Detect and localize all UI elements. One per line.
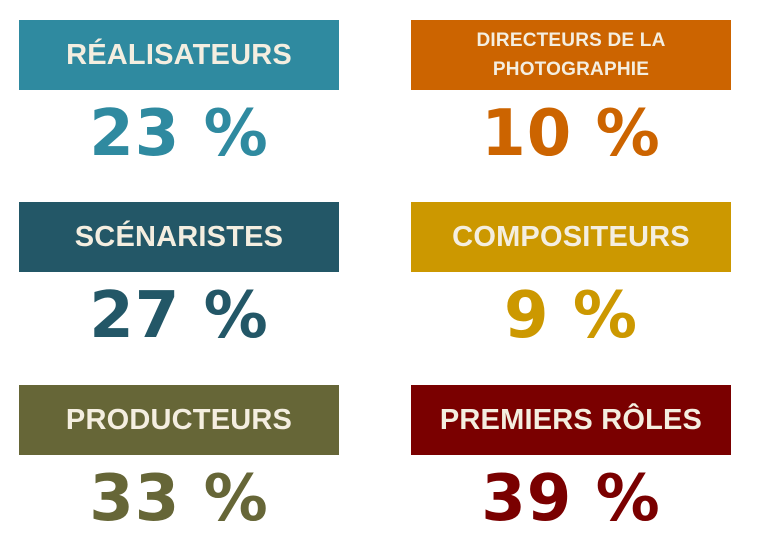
stat-value: 27 % [89,279,269,353]
stat-card-scenaristes: SCÉNARISTES 27 % [19,202,339,348]
stat-card-realisateurs: RÉALISATEURS 23 % [19,20,339,166]
stat-card-compositeurs: COMPOSITEURS 9 % [411,202,731,348]
stat-value: 39 % [481,462,661,536]
stat-label: PREMIERS RÔLES [411,385,731,455]
stat-value: 23 % [89,97,269,171]
stat-card-premiers-roles: PREMIERS RÔLES 39 % [411,385,731,531]
stat-label: DIRECTEURS DE LA PHOTOGRAPHIE [411,20,731,90]
stat-label: COMPOSITEURS [411,202,731,272]
stat-value: 33 % [89,462,269,536]
stat-card-producteurs: PRODUCTEURS 33 % [19,385,339,531]
stat-label: SCÉNARISTES [19,202,339,272]
stat-value: 10 % [481,97,661,171]
stat-value: 9 % [504,279,638,353]
stat-label: PRODUCTEURS [19,385,339,455]
stat-card-directeurs-photo: DIRECTEURS DE LA PHOTOGRAPHIE 10 % [411,20,731,166]
stat-label: RÉALISATEURS [19,20,339,90]
